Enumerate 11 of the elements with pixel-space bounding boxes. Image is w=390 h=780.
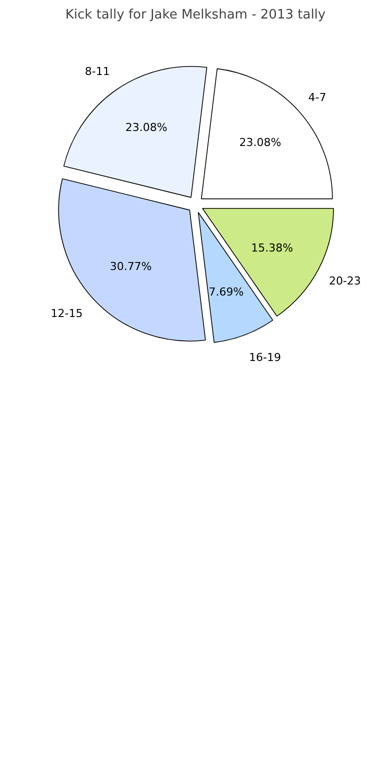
data-label: 23.08%	[239, 136, 282, 149]
data-label: 30.77%	[110, 260, 152, 273]
slice-label: 16-19	[248, 351, 281, 364]
data-label: 15.38%	[251, 241, 294, 254]
slice-label: 8-11	[84, 64, 110, 78]
data-label: 23.08%	[125, 121, 168, 134]
data-label: 7.69%	[208, 285, 244, 298]
chart-title: Kick tally for Jake Melksham - 2013 tally	[65, 8, 326, 22]
slice-label: 4-7	[308, 90, 326, 104]
slice-label: 12-15	[50, 306, 83, 320]
slice-label: 20-23	[328, 274, 361, 288]
